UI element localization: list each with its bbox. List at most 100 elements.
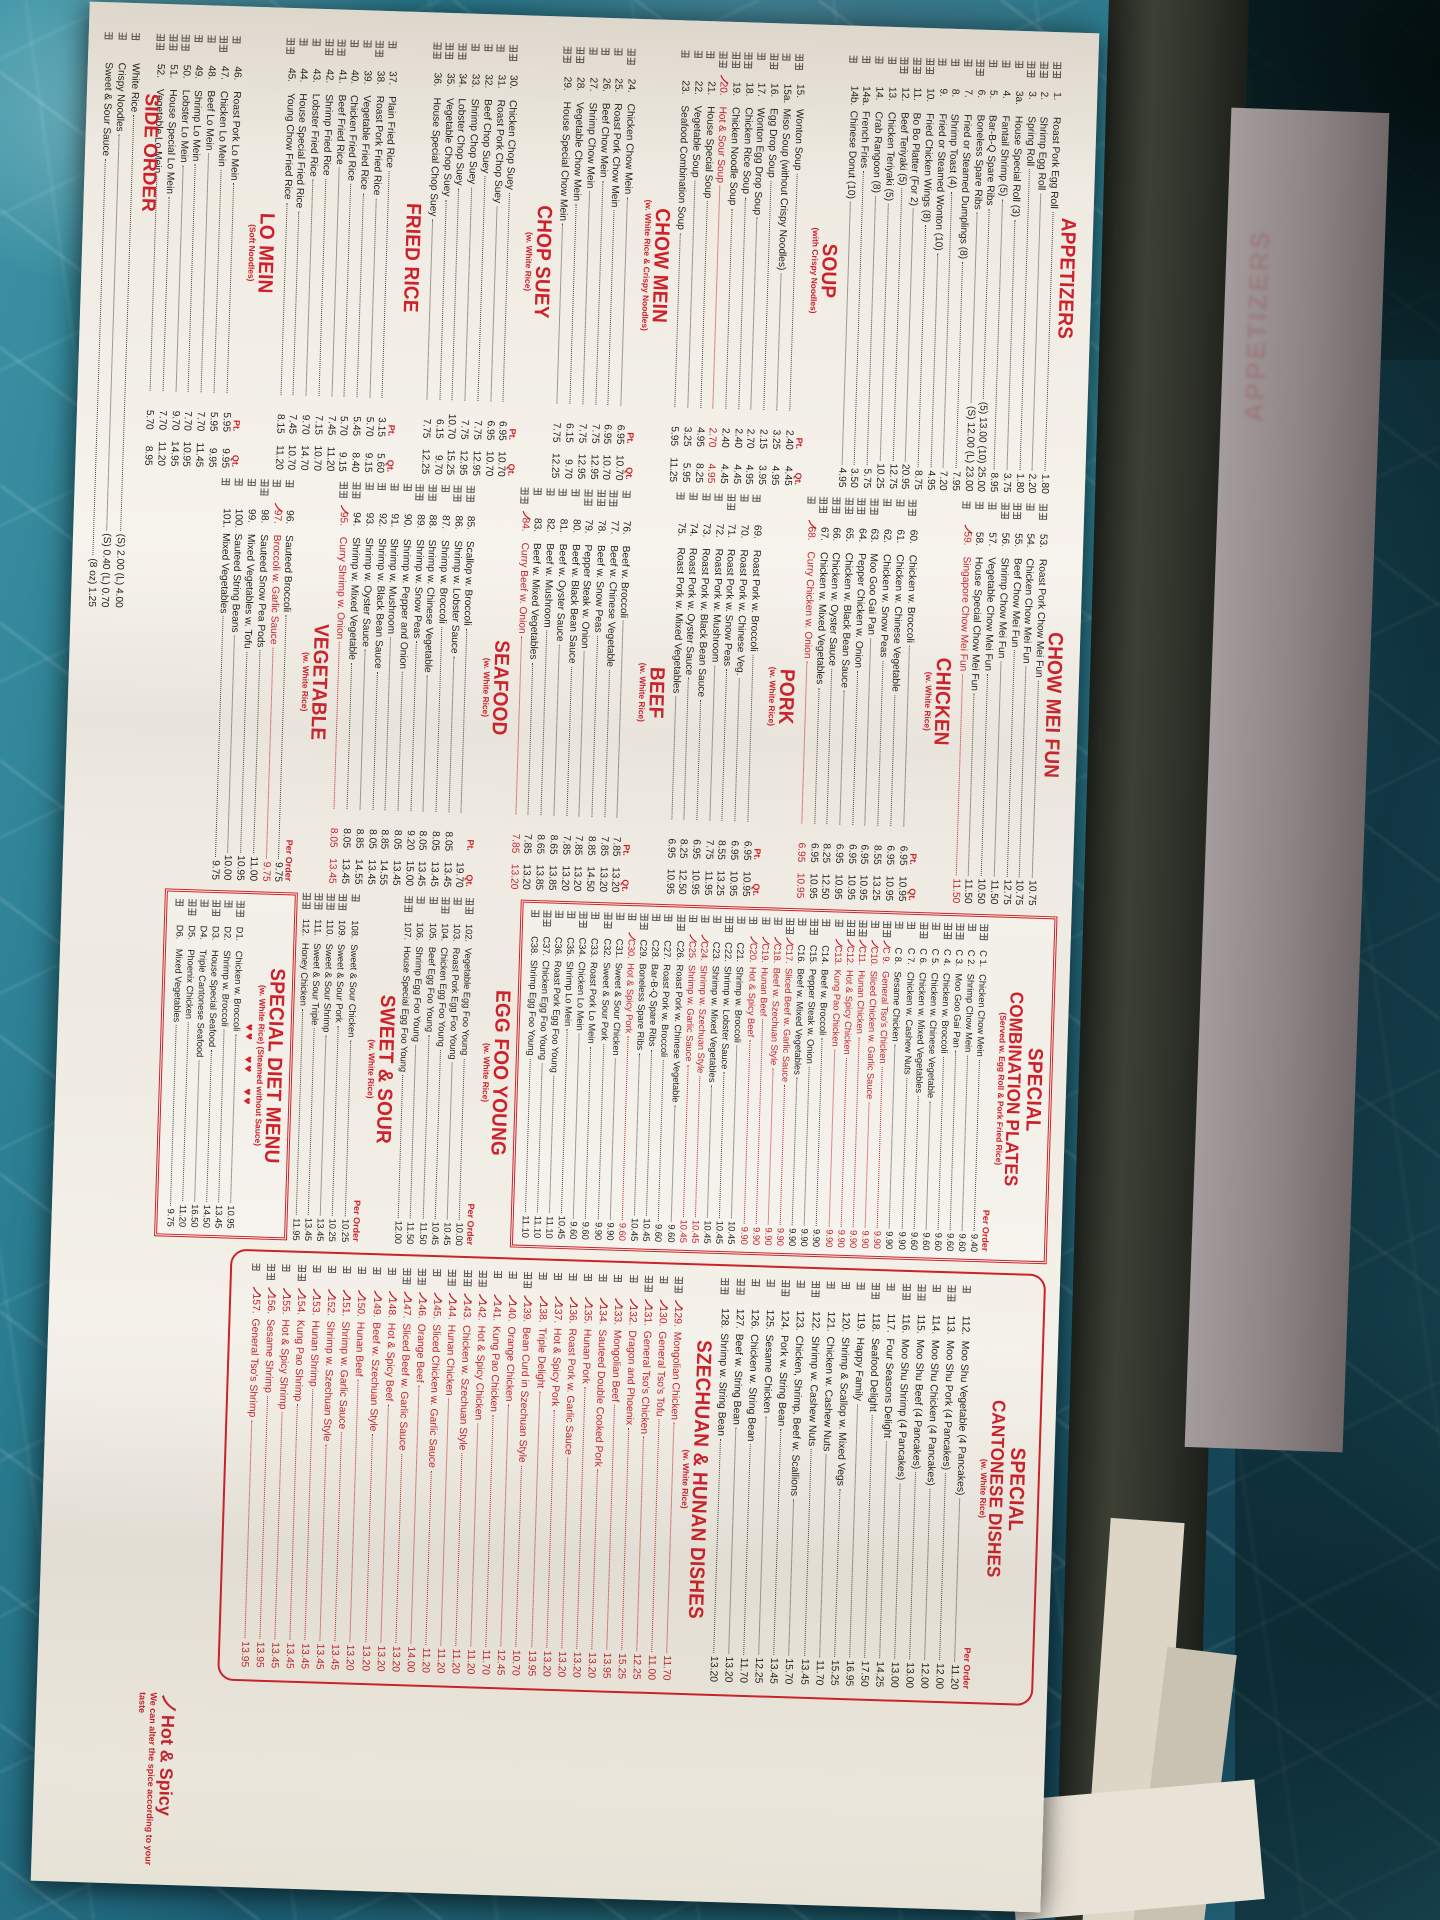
item-price: 10.95 [895,875,908,902]
item-number: C35. [565,937,576,957]
item-price: 12.00 [918,1662,931,1689]
red-box-combination-plates: SPECIAL COMBINATION PLATES (Served w. Egg … [509,899,1058,1265]
dotted-leader [169,1025,177,1206]
dotted-leader [913,1096,919,1229]
item-name: Shrimp Chow Mein [963,973,977,1053]
item-price: 8.85 [378,829,391,850]
dotted-leader [561,1457,569,1649]
dotted-leader [434,1049,441,1219]
item-number: C25. [686,940,698,961]
item-price: 9.60 [653,1223,665,1243]
chinese-characters [976,59,985,89]
chinese-characters [757,52,766,83]
item-price: 11.10 [544,1215,555,1239]
item-name: Fantail Shrimp (5) [997,115,1011,197]
chinese-glyph [614,48,623,56]
item-name: Hunan Beef [757,967,770,1017]
item-number: C27. [662,940,674,961]
dotted-leader [779,1085,786,1225]
item-price: 6.95 [601,424,614,445]
chinese-characters [931,922,941,949]
dotted-leader [606,1404,615,1650]
dotted-leader [816,1038,824,1226]
chinese-characters [874,56,884,86]
item-number: 102. [463,923,475,943]
section-chop-suey: CHOP SUEY (w. White Rice) Pt. Qt. 30. Chicken… [417,42,558,478]
item-price: 10.95 [225,1205,237,1229]
chinese-glyph [902,1283,911,1292]
item-number: 74. [687,522,699,538]
item-price: 11.95 [701,870,714,896]
chinese-glyph [312,38,321,46]
chinese-glyph [326,893,336,901]
item-price: 9.90 [604,1222,616,1241]
chinese-glyph [1038,512,1047,520]
item-price: 9.95 [206,447,218,468]
item-number: 65. [843,527,855,543]
item-number: 37. [386,70,399,86]
dotted-leader [334,642,341,809]
chinese-glyph [706,51,715,59]
chinese-glyph [428,484,437,492]
chinese-glyph [895,499,905,507]
dotted-leader [597,1043,604,1220]
item-price: 8.05 [391,829,403,850]
dotted-leader [364,1434,373,1643]
item-price: 10.95 [663,868,676,895]
item-name: Pork w. String Bean [775,1334,790,1427]
dotted-leader [553,644,560,816]
dotted-leader [818,1454,827,1658]
item-number: 81. [557,518,569,534]
item-price: 13.45 [315,1218,326,1242]
item-price: 13.00 [888,1661,901,1688]
dotted-leader [889,1044,896,1229]
item-price: 13.20 [571,865,584,892]
item-price: 5.70 [337,415,350,436]
chinese-glyph [302,901,311,909]
dotted-leader [304,1389,314,1641]
item-price: 12.45 [494,1649,507,1676]
item-number: 2. [1038,91,1050,101]
item-price: 9.20 [403,830,416,851]
chinese-characters [575,46,585,77]
item-number: C17. [783,943,795,964]
item-number: C20. [747,942,759,963]
chinese-characters [567,911,576,937]
chinese-glyph [523,1271,533,1280]
chinese-glyph [858,929,867,937]
item-price: 9.75 [259,861,272,882]
chinese-characters [689,492,698,523]
chinese-glyph [943,922,953,931]
item-number: 19. [730,81,742,97]
item-price: 10.45 [702,1220,713,1244]
item-price: 11.20 [434,1648,447,1674]
chinese-glyph [181,34,191,42]
chinese-characters [588,47,598,77]
item-number: 85. [464,515,477,531]
dotted-leader [634,1053,641,1216]
dotted-leader [565,666,572,816]
chinese-characters [232,36,241,66]
item-number: 38. [373,70,386,86]
dotted-leader [864,1414,873,1658]
chinese-characters [947,1285,956,1315]
chinese-characters [811,1280,820,1311]
chinese-glyph [543,910,552,918]
dotted-leader [578,651,585,817]
item-price: 6.95 [833,843,845,864]
dotted-leader [305,179,314,396]
item-name: Shrimp Lo Mein [563,961,576,1027]
item-number: 145. [430,1298,443,1320]
item-price: 11.70 [812,1659,825,1686]
item-number: 58. [973,531,986,547]
chinese-characters [955,923,965,949]
item-price: 15.00 [402,860,415,887]
item-number: 104. [439,923,450,942]
item-price: 14.00 [404,1646,417,1673]
item-price: 13.20 [374,1645,386,1672]
chinese-characters [844,497,854,528]
item-number: C 5. [929,948,941,966]
dotted-leader [738,196,746,410]
item-number: C26. [674,940,686,961]
chinese-glyph [448,1269,457,1277]
